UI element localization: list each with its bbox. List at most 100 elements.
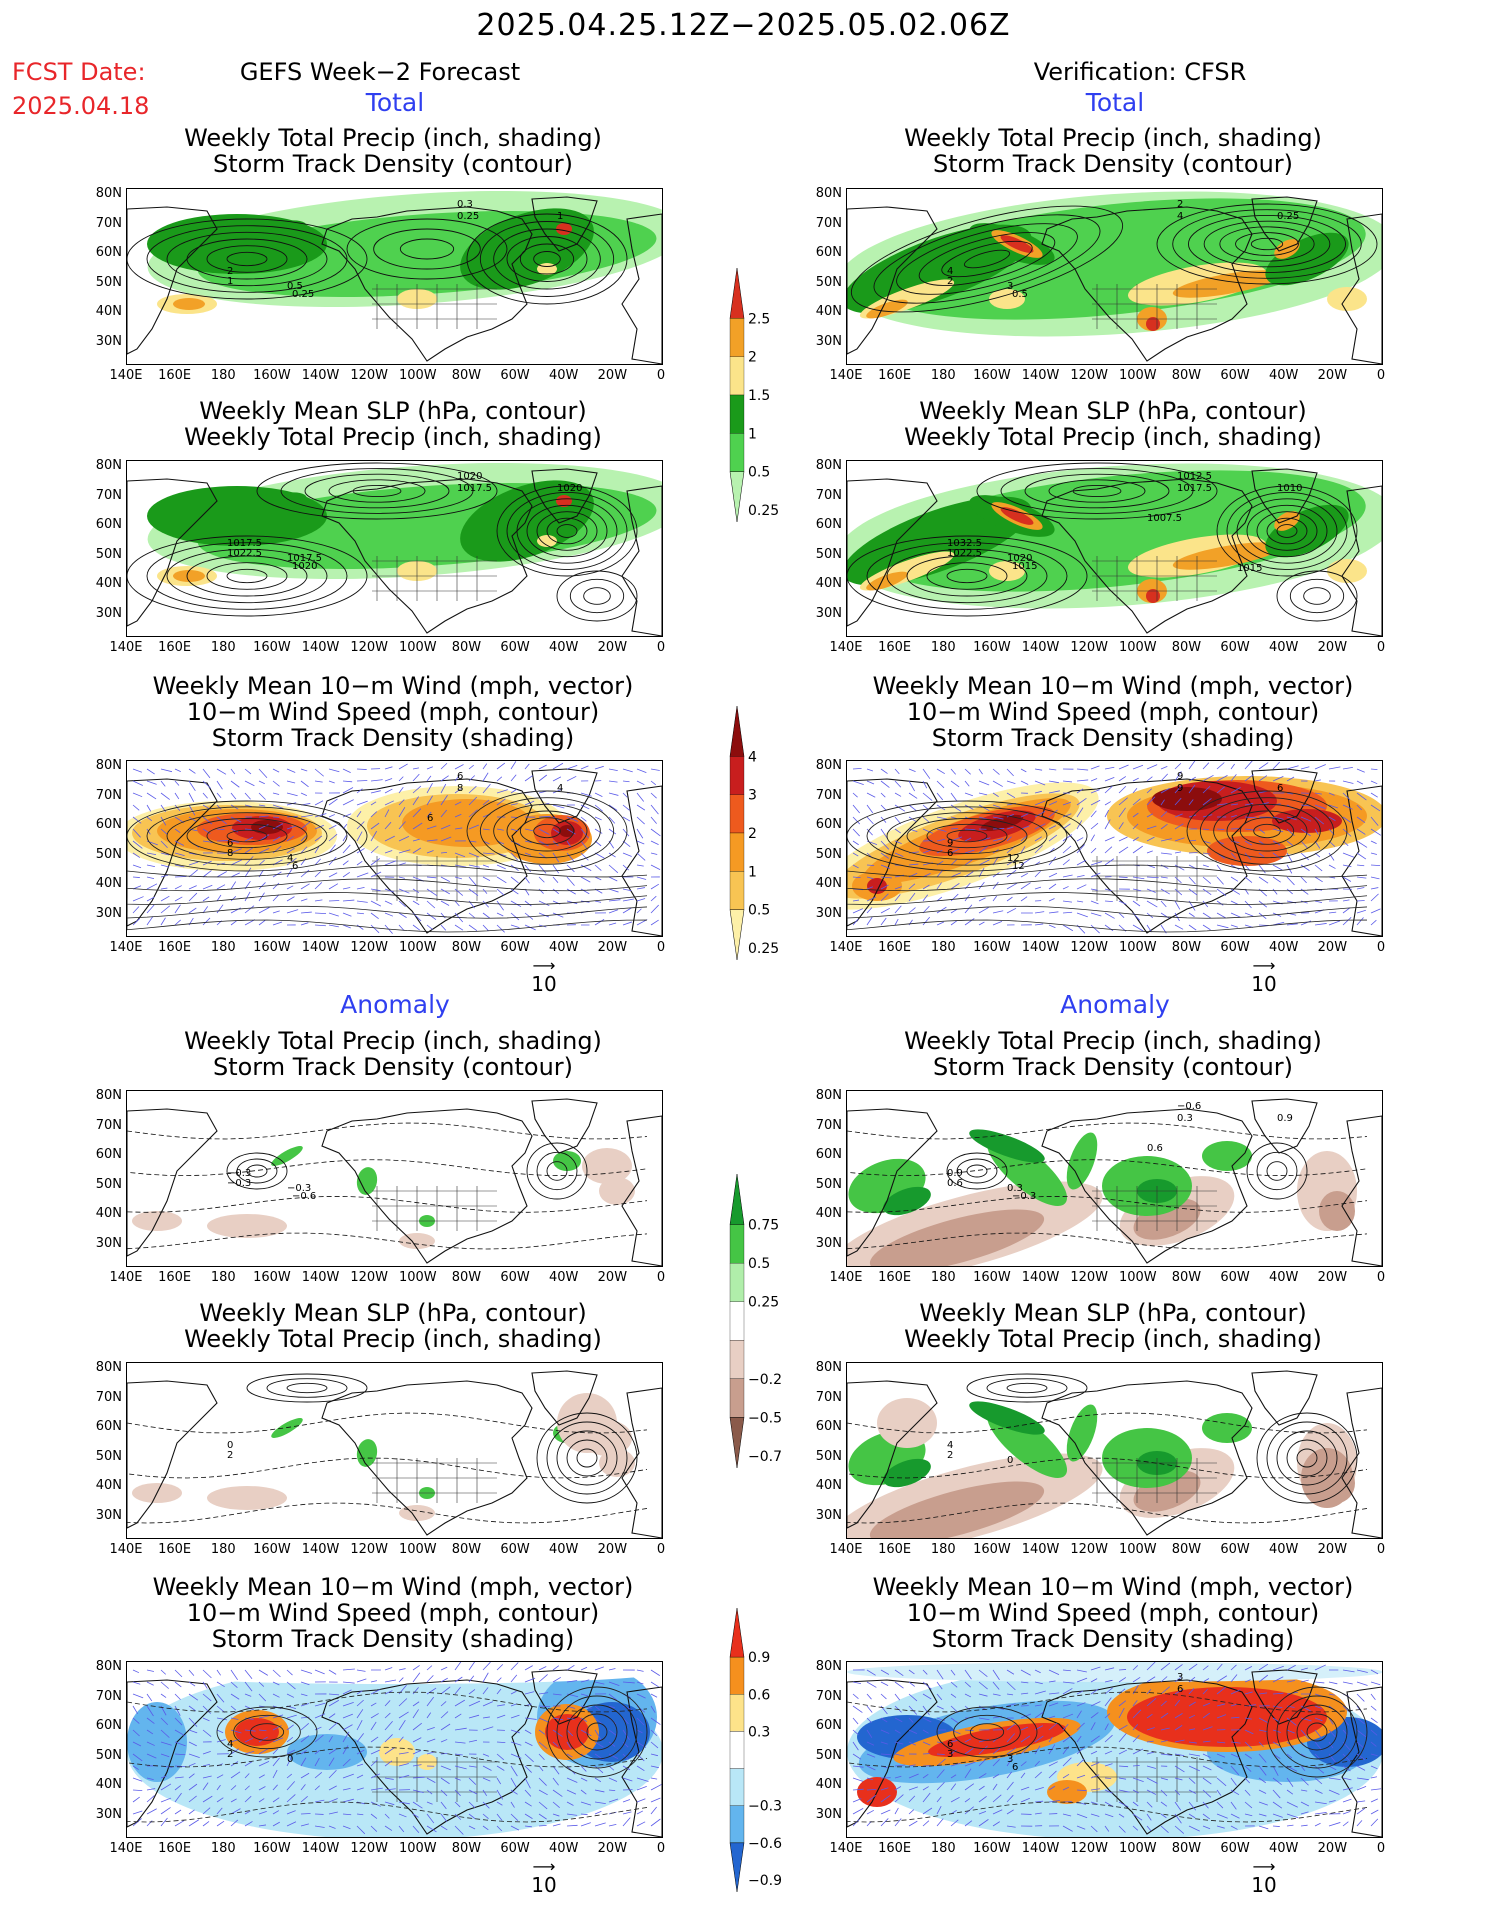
lon-tick-label: 40W xyxy=(1269,640,1299,655)
contour-label: 1017.5 xyxy=(1177,483,1212,494)
contour-label: 2 xyxy=(227,1749,233,1760)
colorbar-label: −0.9 xyxy=(748,1873,782,1889)
lon-tick-label: 0 xyxy=(656,1270,666,1285)
lat-tick-label: 70N xyxy=(95,487,122,503)
lon-tick-label: 0 xyxy=(656,1542,666,1557)
colorbar-label: 1.5 xyxy=(748,388,770,404)
lon-tick-label: 140E xyxy=(109,1270,143,1285)
map-plot: 0.90.6 0.3−0.30.3−0.60.90.6 xyxy=(847,1098,1382,1266)
lon-tick-label: 20W xyxy=(597,1270,628,1285)
colorbar-precip_anom: 0.75 0.5 0.25 −0.25 −0.5 −0.75 xyxy=(729,1173,782,1469)
lat-tick-label: 50N xyxy=(95,1176,122,1192)
lon-tick-label: 20W xyxy=(597,368,628,383)
lat-tick-label: 80N xyxy=(95,458,122,473)
contour-label: −0.3 xyxy=(227,1178,251,1189)
contour-label: 3 xyxy=(1007,1754,1013,1765)
lon-tick-label: 140W xyxy=(1021,1542,1060,1557)
lon-tick-label: 20W xyxy=(597,640,628,655)
contour-label: 9 xyxy=(1177,771,1183,782)
contour-label: 0.9 xyxy=(1277,1113,1293,1124)
colorbar-track_total: 4 3 2 1 0.5 0.25 xyxy=(729,705,779,961)
lon-tick-label: 160E xyxy=(878,1841,912,1856)
lon-tick-label: 160E xyxy=(158,640,192,655)
lon-tick-label: 140W xyxy=(1021,1270,1060,1285)
lon-tick-label: 160E xyxy=(878,368,912,383)
lat-tick-label: 50N xyxy=(815,274,842,290)
colorbar-precip_total: 2.5 2 1.5 1 0.5 0.25 xyxy=(729,267,779,523)
contour-label: 1020 xyxy=(292,561,317,572)
panel-title-line: Storm Track Density (contour) xyxy=(932,1053,1294,1081)
cfsr-slp-total-map: 1032.5 1022.5 1020 1015 1017.5 1012.5 1010 1007… xyxy=(846,460,1383,637)
lat-tick-label: 60N xyxy=(95,1419,122,1434)
contour-label: 1022.5 xyxy=(947,548,982,559)
lat-tick-label: 80N xyxy=(815,1088,842,1103)
lon-tick-label: 100W xyxy=(398,940,437,955)
lat-tick-label: 30N xyxy=(815,605,842,621)
panel-title-line: Weekly Total Precip (inch, shading) xyxy=(904,1027,1322,1055)
contour-label: 4 xyxy=(947,1440,953,1451)
contour-label: 0 xyxy=(287,1754,293,1765)
contour-label: 1012.5 xyxy=(1177,471,1212,482)
lon-tick-label: 80W xyxy=(451,1841,482,1856)
contour-label: 0.25 xyxy=(292,289,314,300)
lon-tick-label: 160W xyxy=(253,1841,291,1856)
panel-title-line: Storm Track Density (contour) xyxy=(932,150,1294,178)
lon-tick-label: 20W xyxy=(1317,940,1348,955)
lon-tick-label: 80W xyxy=(1171,940,1202,955)
right-anomaly-label: Anomaly xyxy=(1060,990,1170,1019)
lat-tick-label: 40N xyxy=(815,1206,842,1221)
contour-label: −0.3 xyxy=(227,1168,251,1179)
lon-tick-label: 60W xyxy=(500,640,530,655)
lon-tick-label: 160W xyxy=(973,940,1011,955)
panel-title-line: Weekly Total Precip (inch, shading) xyxy=(904,423,1322,451)
right-total-label: Total xyxy=(1085,88,1145,117)
lon-tick-label: 60W xyxy=(500,1542,530,1557)
lat-tick-label: 30N xyxy=(815,905,842,921)
lon-tick-label: 180 xyxy=(210,940,236,955)
lon-tick-label: 160E xyxy=(878,1542,912,1557)
lat-tick-label: 60N xyxy=(95,1147,122,1162)
lon-tick-label: 100W xyxy=(398,1542,437,1557)
contour-label: 6 xyxy=(1012,1762,1018,1773)
lat-tick-label: 60N xyxy=(815,1419,842,1434)
lon-tick-label: 60W xyxy=(500,1841,530,1856)
contour-label: 1022.5 xyxy=(227,548,262,559)
cfsr-precip-anom-map: 0.9 0.6 0.3 −0.3 0.3 −0.6 0.9 0.6 xyxy=(846,1090,1383,1267)
lon-tick-label: 180 xyxy=(210,640,236,655)
contour-label: −0.3 xyxy=(1012,1191,1036,1202)
lat-tick-label: 70N xyxy=(815,215,842,231)
lat-tick-label: 50N xyxy=(95,846,122,862)
lon-tick-label: 40W xyxy=(549,368,579,383)
lon-tick-label: 20W xyxy=(597,1841,628,1856)
map-plot: 42 0 xyxy=(127,1662,662,1837)
contour-label: 4 xyxy=(287,853,293,864)
contour-label: 8 xyxy=(227,848,233,859)
lon-tick-label: 40W xyxy=(549,940,579,955)
lon-tick-label: 160W xyxy=(253,1270,291,1285)
lon-tick-label: 160W xyxy=(253,368,291,383)
lon-tick-label: 160E xyxy=(158,1841,192,1856)
lat-tick-label: 40N xyxy=(815,1777,842,1792)
lon-tick-label: 140E xyxy=(829,1841,863,1856)
lon-tick-label: 160W xyxy=(253,640,291,655)
lon-tick-label: 120W xyxy=(1070,368,1108,383)
lat-tick-label: 80N xyxy=(95,1360,122,1375)
colorbar-label: 1 xyxy=(748,864,757,880)
lat-tick-label: 30N xyxy=(95,1806,122,1822)
panel-title-line: Weekly Total Precip (inch, shading) xyxy=(184,1027,602,1055)
lon-tick-label: 140E xyxy=(109,368,143,383)
colorbar-label: 2 xyxy=(748,826,757,842)
gefs-precip-total-map: 2 1 0.5 0.25 0.25 0.3 1 xyxy=(126,188,663,365)
map-plot: 21 0.50.250.250.31 xyxy=(127,190,662,364)
contour-label: 4 xyxy=(227,1739,233,1750)
colorbar-label: 0.9 xyxy=(748,1650,770,1666)
lon-tick-label: 40W xyxy=(1269,940,1299,955)
lon-tick-label: 80W xyxy=(1171,1542,1202,1557)
contour-label: 8 xyxy=(457,783,463,794)
gefs-slp-total-map: 1017.5 1022.5 1017.5 1020 1017.5 1020 1020 xyxy=(126,460,663,637)
contour-label: 1015 xyxy=(1012,561,1037,572)
lon-tick-label: 100W xyxy=(398,640,437,655)
panel-title-line: Weekly Mean 10−m Wind (mph, vector) xyxy=(152,1573,634,1601)
